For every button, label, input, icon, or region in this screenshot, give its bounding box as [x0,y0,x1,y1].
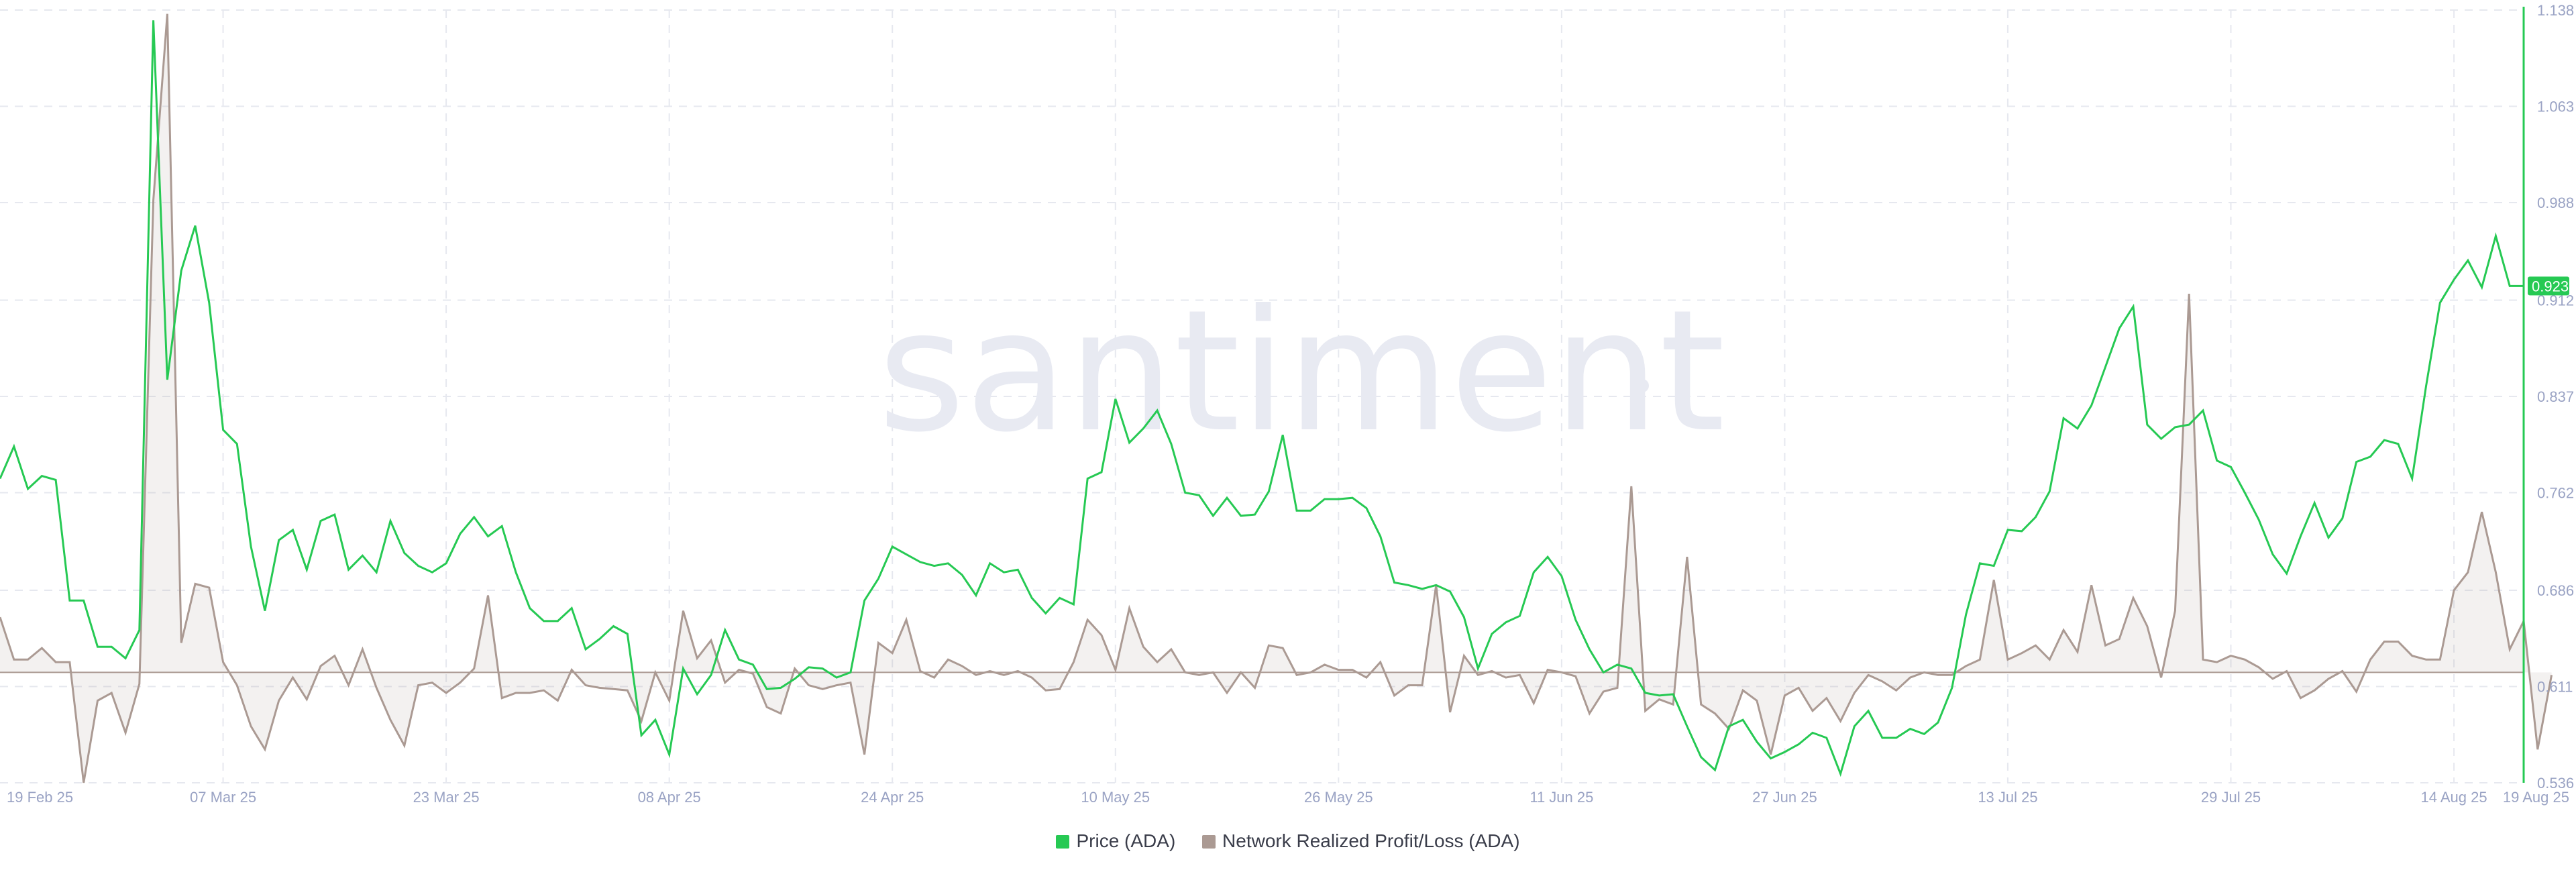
price-series-line [0,20,2524,777]
legend-label-price: Price (ADA) [1076,830,1176,851]
current-price-label: 0.923 [2532,278,2569,294]
x-tick-label: 29 Jul 25 [2201,789,2261,806]
legend: Price (ADA) Network Realized Profit/Loss… [0,830,2576,852]
x-tick-label: 11 Jun 25 [1529,789,1593,806]
x-tick-label: 08 Apr 25 [638,789,701,806]
x-tick-label: 27 Jun 25 [1752,789,1817,806]
y-tick-label: 0.762 [2537,485,2574,502]
x-tick-label: 24 Apr 25 [861,789,924,806]
x-tick-label: 26 May 25 [1304,789,1373,806]
y-tick-label: 1.063 [2537,99,2574,115]
current-price-badge-bg [2528,276,2569,296]
pnl-series-line [0,13,2553,783]
x-tick-label: 10 May 25 [1081,789,1150,806]
y-tick-label: 1.138 [2537,2,2574,19]
x-tick-label: 19 Aug 25 [2503,789,2569,806]
x-tick-label: 14 Aug 25 [2421,789,2487,806]
y-tick-label: 0.837 [2537,388,2574,405]
x-tick-label: 07 Mar 25 [190,789,256,806]
legend-label-pnl: Network Realized Profit/Loss (ADA) [1222,830,1520,851]
y-tick-labels: 1.1381.0630.9880.9120.8370.7620.6860.611… [2537,2,2574,792]
pnl-area [0,13,2552,783]
legend-swatch-price [1056,835,1070,849]
y-tick-label: 0.686 [2537,582,2574,599]
watermark: santiment [877,274,1725,469]
x-tick-labels: 19 Feb 25 07 Mar 25 23 Mar 25 08 Apr 25 24 A… [7,789,2569,806]
grid [0,9,2524,783]
y-tick-label: 0.536 [2537,775,2574,792]
legend-item-price[interactable]: Price (ADA) [1056,830,1175,852]
current-price-badge: 0.923 [2528,276,2569,296]
x-tick-label: 13 Jul 25 [1978,789,2037,806]
y-tick-label: 0.611 [2537,678,2573,695]
x-tick-label: 23 Mar 25 [413,789,480,806]
x-tick-label: 19 Feb 25 [7,789,73,806]
watermark-dot-left [983,379,996,392]
legend-item-pnl[interactable]: Network Realized Profit/Loss (ADA) [1202,830,1520,852]
y-tick-label: 0.988 [2537,195,2574,211]
legend-swatch-pnl [1202,835,1216,849]
watermark-dot-right [1635,379,1649,392]
